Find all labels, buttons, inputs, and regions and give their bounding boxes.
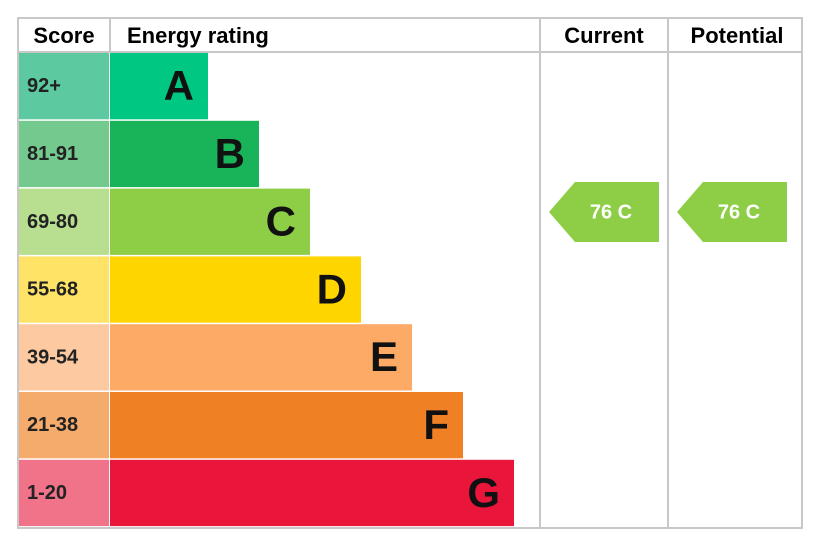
score-label: 1-20 (27, 482, 67, 504)
score-label: 92+ (27, 75, 61, 97)
score-cell (19, 53, 109, 120)
score-cell (19, 392, 109, 459)
score-label: 21-38 (27, 414, 78, 436)
score-cell (19, 324, 109, 391)
header-current: Current (564, 23, 644, 48)
header-score: Score (33, 23, 94, 48)
rating-letter: G (467, 469, 500, 516)
potential-arrow (677, 182, 787, 242)
rating-letter: B (215, 130, 245, 177)
header-potential: Potential (691, 23, 784, 48)
score-label: 69-80 (27, 211, 78, 233)
rating-letter: C (266, 198, 296, 245)
rating-bar (110, 256, 361, 323)
header-energy-rating: Energy rating (127, 23, 269, 48)
score-label: 55-68 (27, 279, 78, 301)
rating-letter: E (370, 333, 398, 380)
current-label: 76 C (590, 201, 632, 223)
rating-letter: D (317, 265, 347, 312)
score-cell (19, 256, 109, 323)
rating-bar (110, 53, 208, 120)
score-cell (19, 188, 109, 255)
score-label: 39-54 (27, 346, 79, 368)
potential-label: 76 C (718, 201, 760, 223)
current-arrow (549, 182, 659, 242)
rating-letter: A (164, 62, 194, 109)
rating-bar (110, 120, 259, 188)
rating-bar (110, 459, 514, 527)
score-cell (19, 120, 109, 188)
rating-bar (110, 324, 412, 391)
rating-bar (110, 188, 310, 255)
score-cell (19, 459, 109, 527)
rating-letter: F (423, 401, 449, 448)
rating-bar (110, 392, 463, 459)
score-label: 81-91 (27, 143, 78, 165)
